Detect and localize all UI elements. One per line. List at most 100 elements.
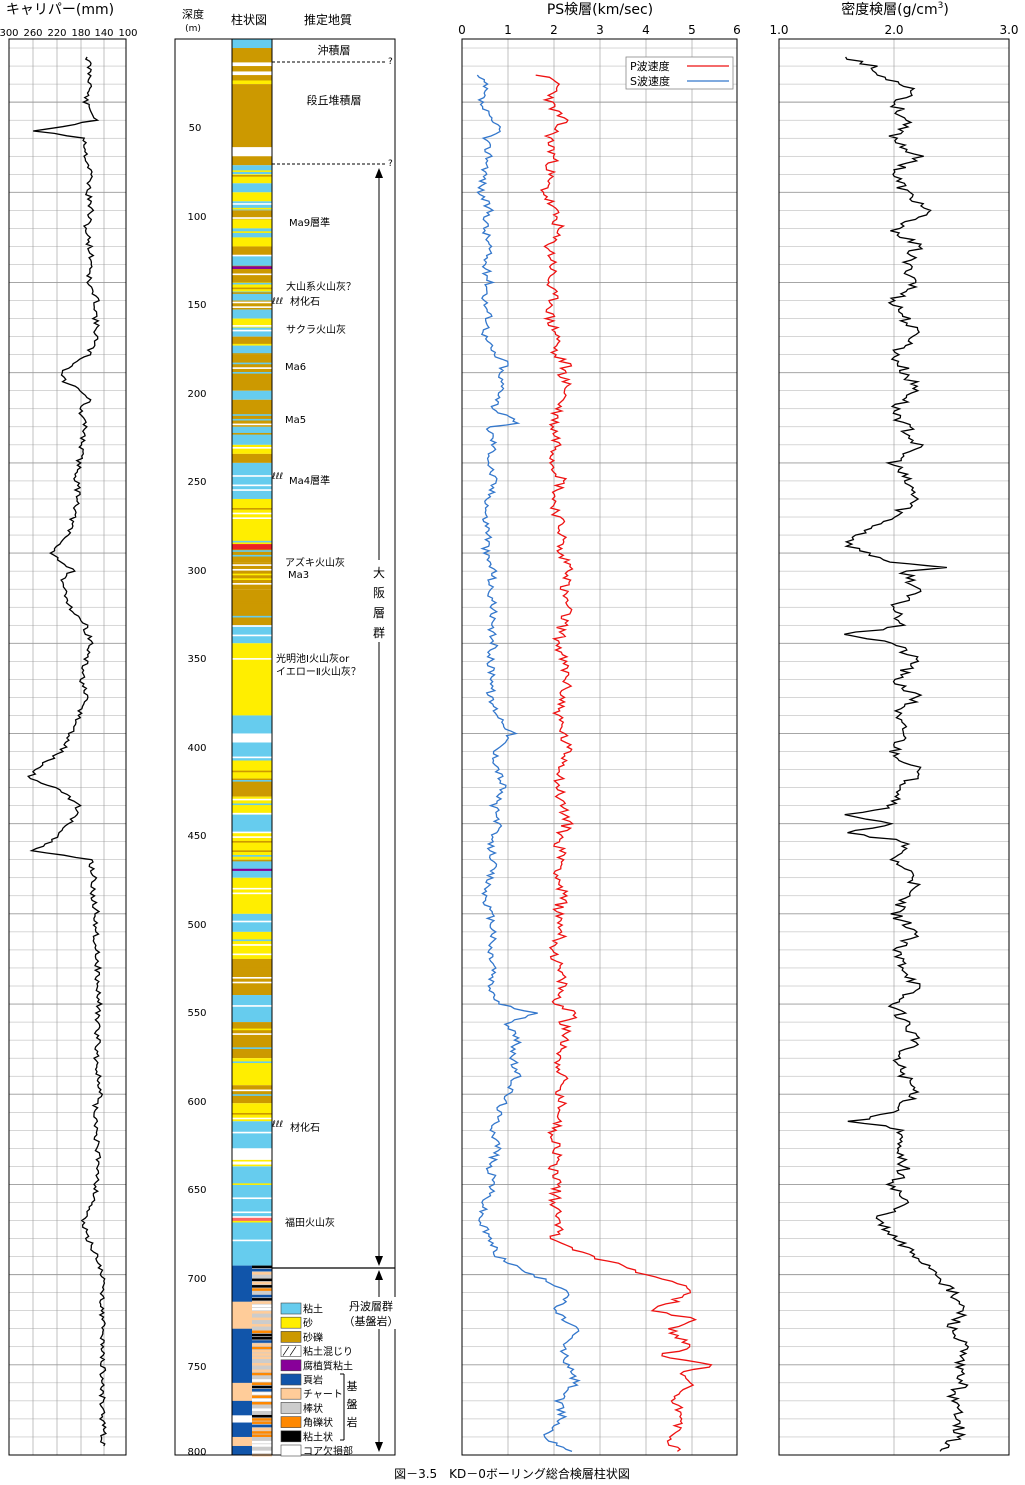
lithology-band [232, 601, 272, 604]
osaka-arrow-head-bottom [375, 1256, 383, 1266]
lithology-band [252, 1382, 272, 1386]
lithology-band [252, 1440, 272, 1444]
lithology-band [232, 1028, 272, 1031]
ma9-label: Ma9層準 [289, 216, 330, 229]
lithology-band [252, 1379, 272, 1382]
lithology-band [252, 1317, 272, 1321]
lithology-band [232, 512, 272, 515]
lithology-band [232, 231, 272, 233]
lithology-band [252, 1314, 272, 1317]
lithology-band [232, 981, 272, 984]
ps-title: PS検層(km/sec) [547, 2, 653, 18]
density-x-ticks: 1.0 2.0 3.0 [769, 23, 1018, 37]
lithology-band [252, 1450, 272, 1454]
lithology-band [232, 207, 272, 210]
lithology-band [232, 1220, 272, 1223]
lithology-band [232, 343, 272, 346]
lithology-band [232, 625, 272, 644]
lithology-band [232, 831, 272, 834]
osaka-label-4: 群 [373, 626, 385, 640]
sakura-label: サクラ火山灰 [286, 323, 346, 336]
lithology-band [252, 1398, 272, 1402]
caliper-title: キャリパー(mm) [6, 2, 114, 18]
lithology-band [232, 715, 272, 734]
lithology-band [232, 300, 272, 310]
lithology-band [232, 700, 272, 702]
lithology-band [232, 1216, 272, 1218]
lithology-band [252, 1301, 272, 1304]
lithology-band [252, 1350, 272, 1353]
lithology-band [232, 329, 272, 332]
lithology-band [252, 1366, 272, 1369]
lithology-band [232, 1382, 252, 1401]
ps-tick-5: 5 [688, 23, 696, 37]
density-tick-3: 3.0 [999, 23, 1018, 37]
lithology-band [232, 327, 272, 337]
lithology-band [252, 1431, 272, 1434]
lithology-band [232, 170, 272, 172]
lithology-band [232, 201, 272, 211]
lithology-column [232, 39, 272, 1457]
legend-swatch [280, 1316, 302, 1329]
ps-grid [462, 39, 737, 1456]
lithology-band [232, 240, 272, 243]
lithology-column-frame [231, 38, 273, 1456]
lithology-band [252, 1272, 272, 1275]
lithology-band [232, 184, 272, 187]
caliper-tick-1: 260 [23, 28, 42, 39]
lithology-band [252, 1405, 272, 1408]
depth-tick-350: 350 [187, 654, 206, 665]
lithology-band [232, 658, 272, 660]
lithology-band [232, 1047, 272, 1049]
depth-tick-550: 550 [187, 1008, 206, 1019]
lithology-band [232, 1005, 272, 1007]
azuki-label: アズキ火山灰 [285, 556, 345, 569]
lithology-band [252, 1340, 272, 1343]
ps-tick-3: 3 [596, 23, 604, 37]
lithology-band [232, 84, 272, 148]
lithology-band [232, 568, 272, 571]
ps-legend: P波速度 S波速度 [625, 56, 734, 90]
density-title: 密度検層(g/cm3) [841, 1, 949, 18]
lithology-band [232, 1033, 272, 1035]
wood-mark-1: ℓℓℓ [271, 297, 283, 307]
lithology-band [252, 1265, 272, 1269]
lithology-band [252, 1447, 272, 1450]
ps-legend-box [625, 56, 734, 90]
depth-tick-600: 600 [187, 1097, 206, 1108]
ma3-label: Ma3 [288, 570, 309, 581]
legend-swatch [280, 1345, 302, 1357]
lithology-band [252, 1401, 272, 1405]
daisen-label: 大山系火山灰？ [286, 280, 356, 293]
lithology-band [232, 1094, 272, 1096]
lithology-band [252, 1320, 272, 1324]
lithology-band [232, 1022, 272, 1059]
density-tick-1: 1.0 [769, 23, 788, 37]
lithology-band [232, 1089, 272, 1092]
lithology-band [232, 1136, 272, 1139]
lithology-band [252, 1285, 272, 1288]
ps-legend-p-label: P波速度 [630, 59, 670, 73]
lithology-band [252, 1414, 272, 1418]
lithology-band [232, 1166, 272, 1217]
caliper-x-ticks: 300 260 220 180 140 100 [0, 28, 138, 39]
lithology-band [232, 71, 272, 76]
lithology-band [232, 643, 272, 716]
lithology-band [252, 1307, 272, 1311]
lithology-band [232, 1159, 272, 1162]
lithology-band [232, 437, 272, 440]
lithology-band [232, 878, 272, 881]
lithology-band [252, 1311, 272, 1314]
lithology-band [232, 583, 272, 585]
lithology-band [232, 913, 272, 932]
depth-tick-800: 800 [187, 1447, 206, 1458]
legend-swatch [280, 1359, 302, 1372]
lithology-band [252, 1424, 272, 1428]
lithology-band [252, 1369, 272, 1373]
lithology-band [232, 414, 272, 416]
lithology-band [232, 868, 272, 871]
geology-label: 推定地質 [304, 12, 352, 27]
lithology-band [252, 1372, 272, 1376]
lithology-band [252, 1388, 272, 1392]
ps-tick-2: 2 [550, 23, 558, 37]
